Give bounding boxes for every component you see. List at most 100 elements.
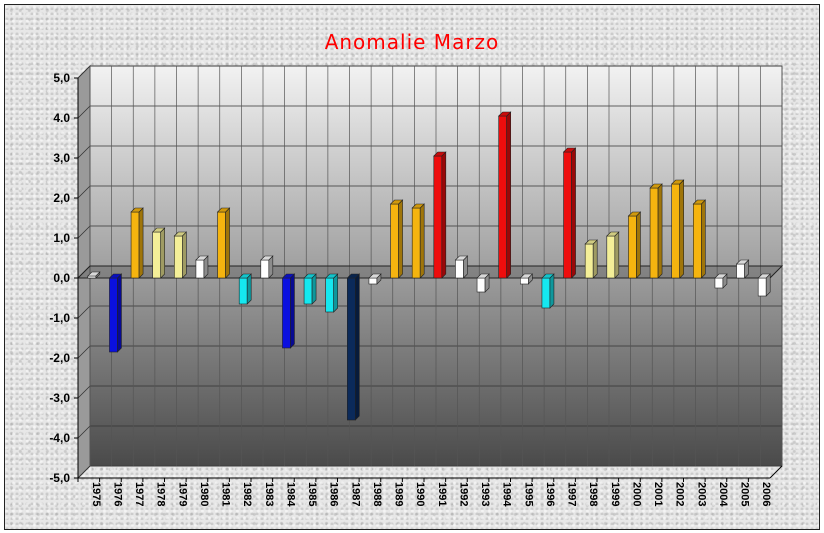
x-tick-label: 2005	[739, 482, 751, 506]
bar-top	[735, 259, 750, 265]
bar-top	[519, 273, 534, 279]
bar-2000	[627, 211, 642, 279]
bar-side	[657, 183, 663, 279]
bar-top	[195, 255, 209, 261]
bar-top	[324, 273, 339, 279]
bar-side	[506, 111, 511, 279]
bar-top	[346, 273, 361, 279]
gridline-side	[77, 65, 91, 79]
bar-side	[549, 273, 555, 309]
bar-top	[454, 255, 469, 261]
bar-top	[281, 273, 296, 279]
bar-side	[225, 207, 230, 279]
x-tick-label: 1999	[609, 482, 621, 506]
bar-side	[679, 179, 684, 279]
bar-top	[670, 179, 685, 185]
bar-top	[238, 273, 252, 279]
bar-top	[411, 203, 425, 209]
bar-front	[217, 211, 226, 279]
bar-front	[152, 231, 161, 279]
bar-front	[195, 259, 205, 279]
y-tick-label: 2,0	[53, 191, 70, 205]
bar-1997	[562, 147, 577, 279]
bar-front	[476, 277, 486, 293]
x-tick-label: 1994	[501, 482, 513, 507]
bar-1994	[497, 111, 512, 279]
bar-side	[636, 211, 641, 279]
bar-top	[216, 207, 231, 213]
bar-top	[541, 273, 555, 279]
bar-1982	[238, 273, 252, 305]
bar-1981	[216, 207, 231, 279]
y-tick-label: 3,0	[53, 151, 70, 165]
bar-front	[563, 151, 572, 279]
y-tick-label: -1,0	[49, 311, 70, 325]
y-tick-label: 4.0	[53, 111, 70, 125]
bar-front	[347, 277, 356, 421]
bar-top	[173, 231, 188, 237]
bar-side	[246, 273, 252, 305]
gridline-side	[77, 145, 91, 159]
bar-front	[238, 277, 248, 305]
x-tick-label: 1996	[544, 482, 556, 506]
bar-1986	[324, 273, 339, 313]
bar-top	[87, 271, 101, 277]
bar-1993	[476, 273, 490, 293]
bar-1977	[130, 207, 144, 279]
bar-top	[151, 227, 166, 233]
x-tick-label: 1995	[522, 482, 534, 506]
x-tick-label: 2006	[760, 482, 772, 506]
bar-front	[368, 277, 378, 285]
bar-top	[649, 183, 663, 189]
y-tick-label: 5,0	[53, 71, 70, 85]
bar-2006	[757, 273, 771, 297]
bar-side	[419, 203, 425, 279]
bar-1988	[368, 273, 382, 285]
x-tick-label: 1991	[436, 482, 448, 506]
gridline-side	[77, 425, 91, 439]
bar-1999	[606, 231, 620, 279]
bar-side	[290, 273, 295, 349]
bar-front	[282, 277, 291, 349]
gridline-side	[77, 185, 91, 199]
x-tick-label: 1985	[306, 482, 318, 506]
bar-1987	[346, 273, 361, 421]
bar-side	[571, 147, 576, 279]
gridline-side	[77, 345, 91, 359]
floor-depth-line	[769, 465, 783, 479]
y-tick-label: -5,0	[49, 471, 70, 485]
bar-1995	[519, 273, 534, 285]
bar-side	[160, 227, 165, 279]
bar-1991	[433, 151, 447, 279]
x-tick-label: 2002	[674, 482, 686, 506]
chart-title: Anomalie Marzo	[324, 30, 500, 54]
bar-top	[757, 273, 771, 279]
x-tick-label: 1997	[566, 482, 578, 506]
bar-front	[325, 277, 334, 313]
zero-plane	[76, 265, 784, 279]
y-tick-label: 0,0	[53, 271, 70, 285]
bar-1998	[584, 239, 598, 279]
bar-top	[497, 111, 512, 117]
bar-1980	[195, 255, 209, 279]
x-tick-label: 1993	[479, 482, 491, 506]
bar-front	[693, 203, 702, 279]
bar-front	[455, 259, 464, 279]
x-tick-label: 1975	[90, 482, 102, 506]
bar-1989	[389, 199, 404, 279]
x-tick-label: 1982	[241, 482, 253, 506]
bar-front	[520, 277, 529, 285]
bar-front	[109, 277, 118, 353]
bar-front	[714, 277, 724, 289]
bar-1985	[303, 273, 317, 305]
bar-front	[649, 187, 659, 279]
x-tick-label: 1987	[349, 482, 361, 506]
x-tick-label: 1990	[414, 482, 426, 506]
bar-front	[433, 155, 443, 279]
bar-1990	[411, 203, 425, 279]
bar-top	[303, 273, 317, 279]
bar-top	[606, 231, 620, 237]
bar-top	[433, 151, 447, 157]
bar-front	[606, 235, 616, 279]
